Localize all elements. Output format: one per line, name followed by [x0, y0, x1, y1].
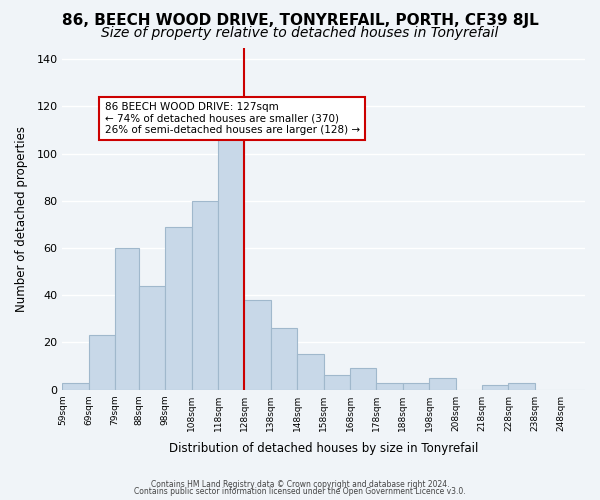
Bar: [62, 382, 89, 390]
Bar: [376, 382, 403, 390]
Bar: [115, 248, 139, 390]
Y-axis label: Number of detached properties: Number of detached properties: [15, 126, 28, 312]
Bar: [508, 382, 535, 390]
Bar: [323, 376, 350, 390]
Bar: [218, 126, 244, 390]
Text: Size of property relative to detached houses in Tonyrefail: Size of property relative to detached ho…: [101, 26, 499, 40]
Bar: [165, 227, 191, 390]
Text: Contains HM Land Registry data © Crown copyright and database right 2024.: Contains HM Land Registry data © Crown c…: [151, 480, 449, 489]
Bar: [429, 378, 455, 390]
Bar: [403, 382, 429, 390]
Bar: [139, 286, 165, 390]
Text: 86 BEECH WOOD DRIVE: 127sqm
← 74% of detached houses are smaller (370)
26% of se: 86 BEECH WOOD DRIVE: 127sqm ← 74% of det…: [104, 102, 359, 135]
Bar: [482, 385, 508, 390]
Text: 86, BEECH WOOD DRIVE, TONYREFAIL, PORTH, CF39 8JL: 86, BEECH WOOD DRIVE, TONYREFAIL, PORTH,…: [62, 12, 538, 28]
Text: Contains public sector information licensed under the Open Government Licence v3: Contains public sector information licen…: [134, 487, 466, 496]
Bar: [244, 300, 271, 390]
Bar: [89, 336, 115, 390]
Bar: [297, 354, 323, 390]
Bar: [191, 201, 218, 390]
Bar: [271, 328, 297, 390]
X-axis label: Distribution of detached houses by size in Tonyrefail: Distribution of detached houses by size …: [169, 442, 478, 455]
Bar: [350, 368, 376, 390]
